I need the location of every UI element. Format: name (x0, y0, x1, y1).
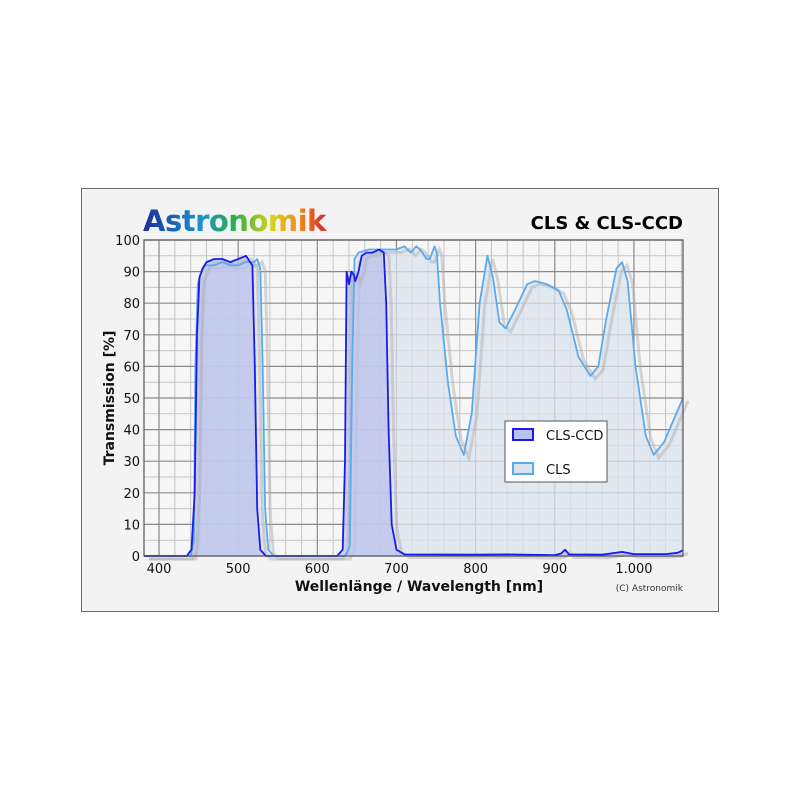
y-axis-label: Transmission [%] (102, 331, 118, 466)
x-tick-label: 800 (463, 562, 488, 577)
x-axis-label: Wellenlänge / Wavelength [nm] (295, 579, 543, 595)
y-tick-label: 80 (123, 297, 140, 312)
logo: Astronomik (143, 204, 327, 238)
series-line-cls-ccd (144, 248, 684, 557)
x-tick-label: 700 (384, 562, 409, 577)
plot-border (143, 239, 684, 557)
x-tick-label: 900 (542, 562, 567, 577)
copyright: (C) Astronomik (616, 584, 684, 594)
legend-label-cls-ccd: CLS-CCD (546, 429, 603, 444)
x-tick-label: 500 (226, 562, 251, 577)
y-tick-label: 40 (123, 424, 140, 439)
legend-swatch-cls-ccd (512, 428, 534, 441)
x-tick-label: 400 (147, 562, 172, 577)
chart-title: CLS & CLS-CCD (531, 213, 683, 234)
y-tick-label: 70 (123, 329, 140, 344)
y-tick-label: 90 (123, 266, 140, 281)
y-tick-label: 60 (123, 360, 140, 375)
y-tick-label: 0 (132, 550, 140, 565)
y-tick-label: 20 (123, 487, 140, 502)
y-tick-label: 30 (123, 455, 140, 470)
legend: CLS-CCD CLS (504, 420, 608, 483)
y-tick-label: 50 (123, 392, 140, 407)
legend-label-cls: CLS (546, 463, 571, 478)
x-tick-label: 600 (305, 562, 330, 577)
y-tick-label: 100 (115, 234, 140, 249)
x-tick-label: 1.000 (615, 562, 652, 577)
y-tick-label: 10 (123, 518, 140, 533)
series-line-cls (144, 245, 684, 557)
legend-swatch-cls (512, 462, 534, 475)
